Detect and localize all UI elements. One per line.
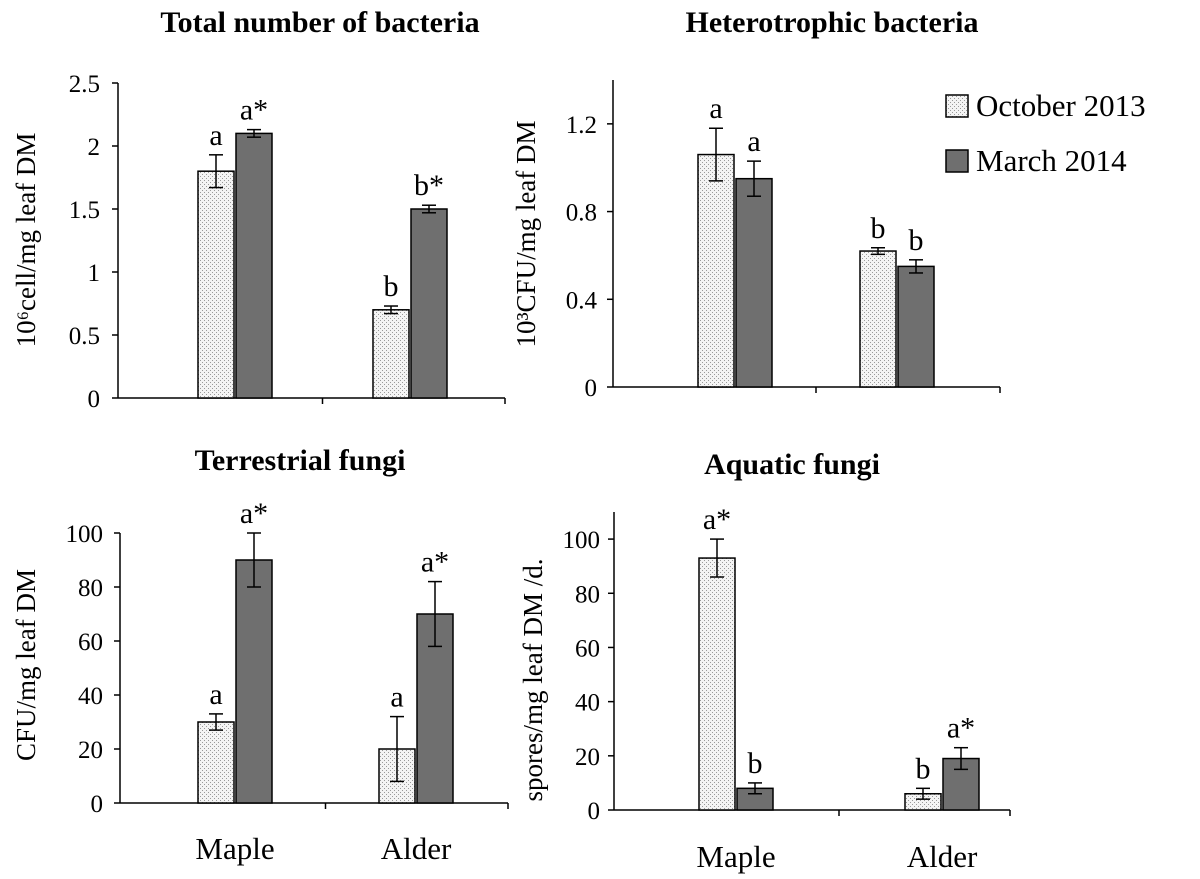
significance-label: a — [390, 681, 403, 714]
y-tick-label: 1 — [88, 260, 101, 287]
y-tick-label: 80 — [78, 575, 103, 602]
y-tick-label: 40 — [575, 690, 600, 717]
y-tick-label: 2 — [88, 134, 101, 161]
significance-label: b — [384, 270, 399, 303]
bar-october-alder — [859, 250, 897, 388]
y-tick-label: 2.5 — [69, 71, 100, 98]
significance-label: b — [916, 752, 931, 785]
y-axis-label: CFU/mg leaf DM — [11, 569, 41, 761]
bar-march-maple — [235, 132, 273, 399]
y-tick-label: 40 — [78, 683, 103, 710]
panel-title: Total number of bacteria — [160, 6, 479, 39]
significance-label: a — [747, 125, 760, 158]
significance-label: b — [909, 224, 924, 257]
y-tick-label: 1.2 — [566, 112, 597, 139]
panel-aquatic-fungi: Aquatic fungi spores/mg leaf DM /d. 0 20 4… — [518, 448, 1011, 874]
bar-october-maple — [197, 170, 235, 399]
y-tick-label: 20 — [78, 737, 103, 764]
category-label-alder: Alder — [381, 831, 452, 866]
bar-march-alder — [410, 208, 448, 399]
y-tick-label: 100 — [66, 521, 104, 548]
bar-october-maple — [197, 721, 235, 804]
y-axis-label: 10³CFU/mg leaf DM — [511, 120, 541, 347]
significance-label: a* — [703, 503, 731, 536]
y-axis-label: spores/mg leaf DM /d. — [518, 559, 548, 802]
significance-label: a* — [240, 94, 268, 127]
plot-area: 0 0.5 1 1.5 2 2.5 a a* b b* — [69, 71, 506, 413]
plot-area: 0 20 40 60 80 100 a* b Maple b a* Alder — [563, 503, 1011, 874]
category-label-alder: Alder — [907, 839, 978, 874]
plot-area: 0 20 40 60 80 100 a a* Maple a a* Alder — [66, 497, 509, 866]
significance-label: a* — [421, 546, 449, 579]
plot-area: 0 0.4 0.8 1.2 aa b b — [566, 80, 1001, 402]
significance-label: b — [748, 747, 763, 780]
panel-heterotrophic-bacteria: Heterotrophic bacteria 10³CFU/mg leaf DM… — [511, 6, 1146, 402]
panel-title: Terrestrial fungi — [195, 444, 406, 477]
category-label-maple: Maple — [696, 839, 775, 874]
y-tick-label: 0 — [88, 386, 101, 413]
y-tick-label: 0.8 — [566, 200, 597, 227]
panel-total-bacteria: Total number of bacteria 10⁶cell/mg leaf… — [11, 6, 506, 413]
legend-swatch-march — [945, 149, 969, 173]
significance-label: b — [871, 212, 886, 245]
category-label-maple: Maple — [195, 831, 274, 866]
y-tick-label: 20 — [575, 744, 600, 771]
bar-march-maple — [735, 177, 773, 388]
y-axis-label: 10⁶cell/mg leaf DM — [11, 133, 41, 348]
y-tick-label: 60 — [78, 629, 103, 656]
legend: October 2013 March 2014 — [945, 88, 1146, 178]
panel-title: Heterotrophic bacteria — [686, 6, 979, 39]
bar-october-maple — [697, 153, 735, 388]
y-tick-label: 100 — [563, 527, 601, 554]
panel-title: Aquatic fungi — [704, 448, 880, 481]
legend-swatch-october — [945, 94, 969, 118]
significance-label: a — [209, 678, 222, 711]
legend-label-march: March 2014 — [976, 143, 1127, 178]
y-tick-label: 0 — [585, 375, 598, 402]
significance-label: b* — [414, 169, 444, 202]
bar-march-alder — [897, 265, 935, 388]
y-tick-label: 60 — [575, 635, 600, 662]
bar-october-maple — [698, 557, 736, 811]
y-tick-label: 0.5 — [69, 323, 100, 350]
bar-october-alder — [372, 309, 410, 399]
significance-label: a — [209, 119, 222, 152]
significance-label: a — [709, 92, 722, 125]
significance-label: a* — [240, 497, 268, 530]
bar-march-maple — [235, 559, 273, 804]
y-tick-label: 0 — [91, 791, 104, 818]
y-tick-label: 0 — [588, 798, 601, 825]
panel-terrestrial-fungi: Terrestrial fungi CFU/mg leaf DM 0 20 40 60… — [11, 444, 509, 866]
y-tick-label: 80 — [575, 581, 600, 608]
y-tick-label: 1.5 — [69, 197, 100, 224]
significance-label: a* — [947, 712, 975, 745]
y-tick-label: 0.4 — [566, 287, 598, 314]
legend-label-october: October 2013 — [976, 88, 1146, 123]
